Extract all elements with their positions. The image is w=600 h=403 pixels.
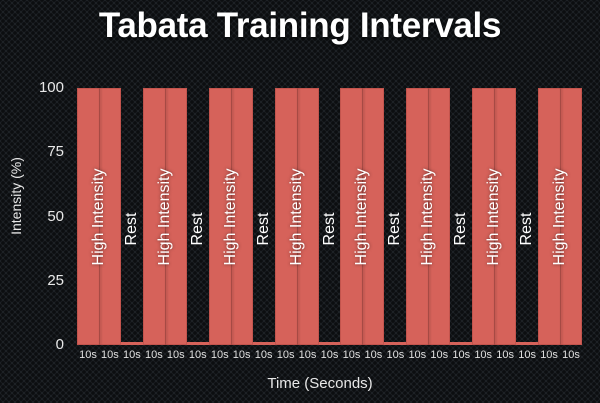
y-tick-label: 75 [47,143,64,161]
rest-label: Rest [452,212,470,246]
x-tick-label: 10s [188,349,207,361]
rest-label: Rest [122,212,140,246]
bar-rest [318,342,341,345]
bar-rest [516,342,539,345]
x-tick-label: 10s [562,349,580,361]
y-tick-label: 0 [55,336,64,353]
x-tick-label: 10s [496,349,515,361]
bar-divider [560,88,562,345]
x-tick-label: 10s [79,349,97,361]
bar-divider [164,88,166,345]
bar-rest [384,342,407,345]
rest-label: Rest [518,212,536,246]
y-tick-label: 100 [38,79,64,96]
x-tick-label: 10s [430,349,449,361]
x-axis-label: Time (Seconds) [267,375,373,392]
x-tick-label: 10s [474,349,493,361]
bar-divider [494,88,496,345]
bar-high-intensity: High Intensity [208,88,253,345]
bar-divider [428,88,430,345]
bar-label: High Intensity [485,168,503,265]
x-tick-label: 10s [518,349,536,361]
rest-label: Rest [188,212,206,246]
x-tick-label: 10s [232,349,251,361]
bar-high-intensity: High Intensity [406,88,451,345]
bar-divider [362,88,364,345]
bar-rest [120,342,143,345]
y-tick-label: 25 [47,271,64,289]
bar-label: High Intensity [155,168,173,265]
x-tick-label: 10s [342,349,361,361]
bar-label: High Intensity [221,168,239,265]
plot-area: High Intensity Rest High Intensity Rest High… [77,88,582,345]
x-tick-label: 10s [386,349,405,361]
bar-label: High Intensity [89,168,107,265]
chart-title: Tabata Training Intervals [98,6,502,45]
x-tick-label: 10s [364,349,383,361]
x-tick-label: 10s [540,349,558,361]
bar-divider [98,88,100,345]
bar-rest [450,342,473,345]
x-tick-label: 10s [408,349,427,361]
x-tick-label: 10s [144,349,163,361]
rest-label: Rest [254,212,272,246]
x-tick-label: 10s [210,349,229,361]
y-tick-label: 50 [47,207,64,225]
bar-high-intensity: High Intensity [472,88,517,345]
rest-label: Rest [386,212,404,246]
x-tick-label: 10s [320,349,339,361]
bar-label: High Intensity [287,168,305,265]
x-tick-label: 10s [101,349,119,361]
x-tick-label: 10s [254,349,273,361]
bar-divider [296,88,298,345]
x-tick-label: 10s [276,349,295,361]
bar-rest [252,342,275,345]
rest-label: Rest [320,212,338,246]
bar-high-intensity: High Intensity [274,88,319,345]
x-tick-label: 10s [298,349,317,361]
bar-label: High Intensity [353,168,371,265]
x-tick-label: 10s [123,349,141,361]
x-tick-label: 10s [452,349,471,361]
bar-rest [186,342,209,345]
bar-divider [230,88,232,345]
bar-label: High Intensity [419,168,437,265]
bar-high-intensity: High Intensity [77,88,121,345]
bar-high-intensity: High Intensity [538,88,582,345]
bar-high-intensity: High Intensity [340,88,385,345]
x-tick-label: 10s [166,349,185,361]
bar-label: High Intensity [551,168,569,265]
bar-high-intensity: High Intensity [142,88,187,345]
